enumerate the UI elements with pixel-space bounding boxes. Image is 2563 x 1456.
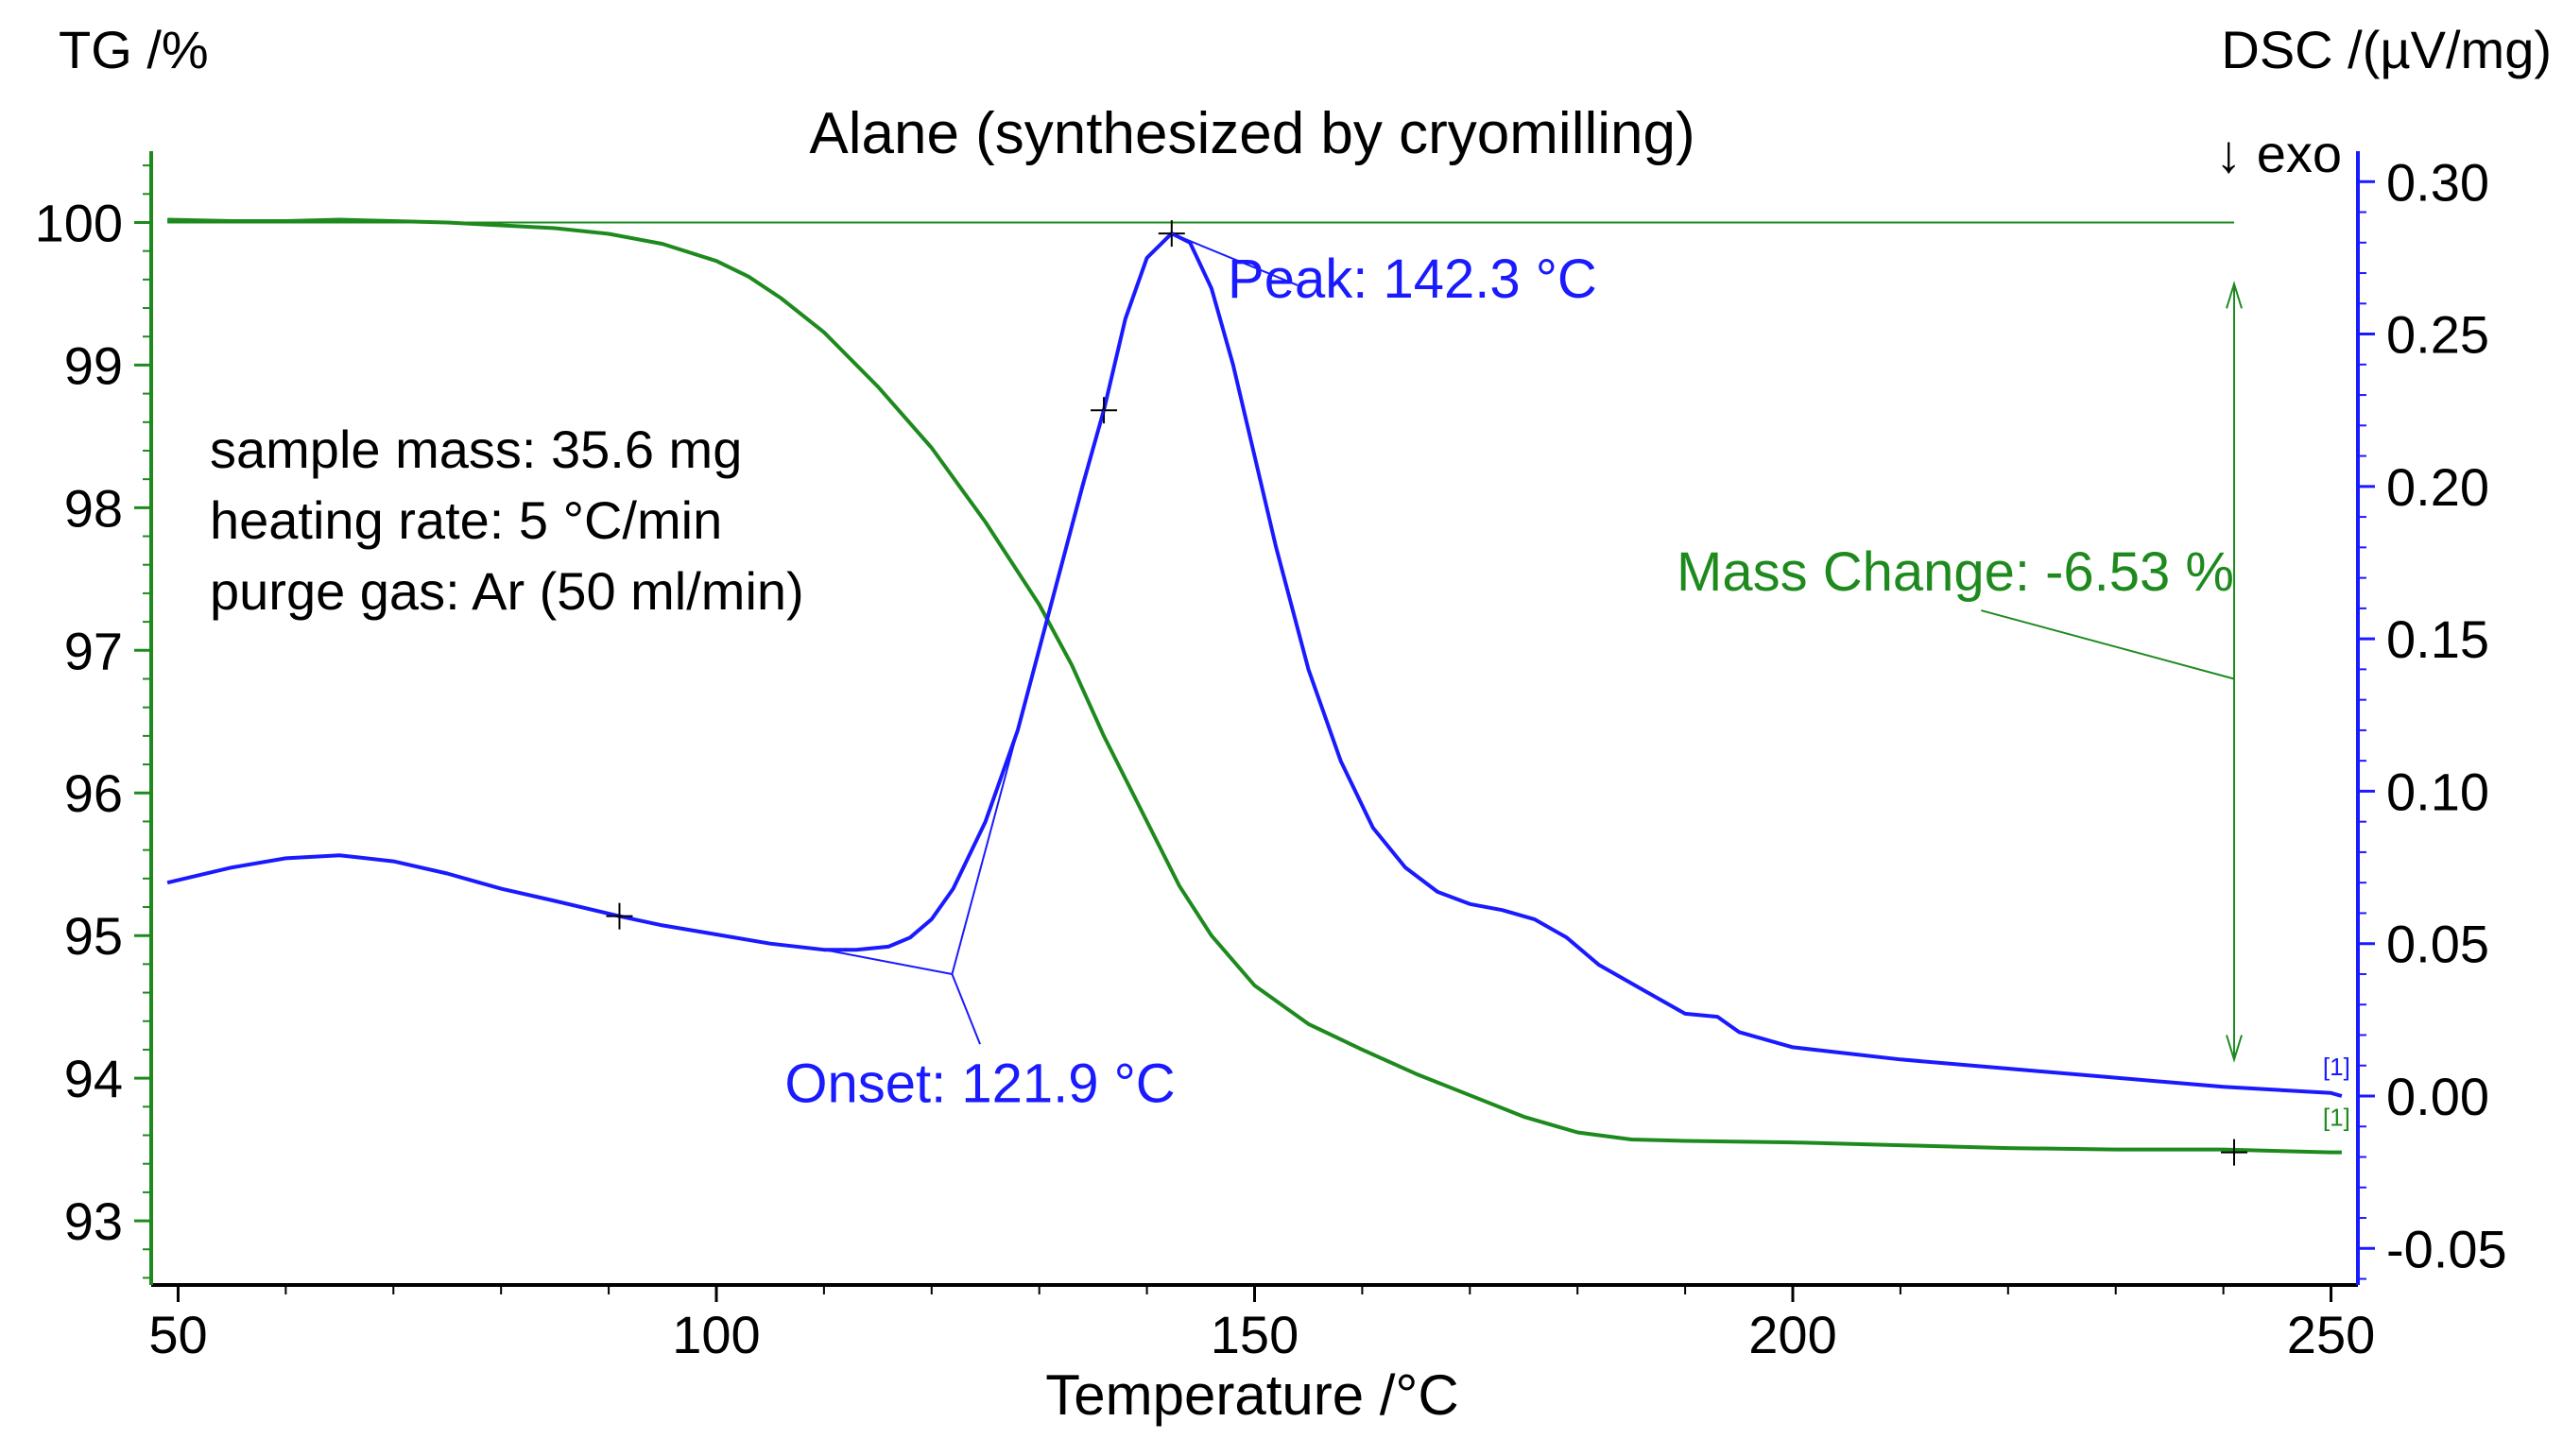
right-tick-label: 0.05 bbox=[2386, 915, 2489, 974]
onset-slope-tangent bbox=[951, 409, 1106, 975]
left-tick-label: 95 bbox=[64, 906, 123, 966]
onset-leader-line bbox=[951, 973, 981, 1045]
peak-label: Peak: 142.3 °C bbox=[1228, 248, 1597, 310]
axes: 50 100 150 200 250 93 94 95 96 97 98 99 100 -0.05 0.00… bbox=[35, 151, 2507, 1364]
left-tick-label: 98 bbox=[64, 478, 123, 538]
right-tick-label: -0.05 bbox=[2386, 1219, 2507, 1278]
x-tick-label: 50 bbox=[148, 1305, 207, 1364]
onset-label: Onset: 121.9 °C bbox=[784, 1053, 1175, 1114]
tg-curve-marker: [1] bbox=[2323, 1104, 2350, 1132]
left-tick-label: 97 bbox=[64, 621, 123, 680]
annotations: Peak: 142.3 °C Onset: 121.9 °C Mass Change… bbox=[167, 220, 2248, 1166]
dsc-curve-marker: [1] bbox=[2323, 1053, 2350, 1081]
left-tick-label: 93 bbox=[64, 1191, 123, 1251]
mass-change-arrowhead-up bbox=[2226, 280, 2243, 309]
right-tick-label: 0.25 bbox=[2386, 305, 2489, 365]
exo-label: ↓ exo bbox=[2215, 124, 2342, 183]
x-tick-label: 200 bbox=[1748, 1305, 1836, 1364]
right-tick-label: 0.00 bbox=[2386, 1067, 2489, 1126]
x-tick-label: 250 bbox=[2287, 1305, 2375, 1364]
right-tick-label: 0.10 bbox=[2386, 762, 2489, 821]
peak-leader-line bbox=[1171, 232, 1299, 286]
right-tick-label: 0.20 bbox=[2386, 457, 2489, 517]
sample-mass-text: sample mass: 35.6 mg bbox=[210, 420, 742, 479]
tg-curve bbox=[167, 217, 2342, 1155]
left-axis-label: TG /% bbox=[59, 20, 209, 79]
dsc-curve bbox=[166, 231, 2343, 1098]
chart-title: Alane (synthesized by cryomilling) bbox=[809, 101, 1694, 166]
left-tick-label: 94 bbox=[64, 1049, 123, 1108]
left-tick-label: 99 bbox=[64, 335, 123, 395]
right-axis-label: DSC /(µV/mg) bbox=[2221, 20, 2552, 79]
heating-rate-text: heating rate: 5 °C/min bbox=[210, 490, 722, 550]
left-tick-label: 100 bbox=[35, 193, 123, 252]
mass-change-label: Mass Change: -6.53 % bbox=[1677, 541, 2234, 603]
right-tick-label: 0.15 bbox=[2386, 609, 2489, 669]
left-tick-label: 96 bbox=[64, 763, 123, 823]
x-tick-label: 150 bbox=[1211, 1305, 1299, 1364]
right-tick-label: 0.30 bbox=[2386, 152, 2489, 212]
onset-baseline-tangent bbox=[823, 949, 953, 975]
series: [1] [1] bbox=[166, 217, 2350, 1155]
x-axis-label: Temperature /°C bbox=[1045, 1363, 1459, 1427]
x-tick-label: 100 bbox=[672, 1305, 760, 1364]
mass-change-leader-line bbox=[1981, 609, 2235, 680]
purge-gas-text: purge gas: Ar (50 ml/min) bbox=[210, 561, 804, 621]
mass-change-arrowhead-down bbox=[2226, 1035, 2243, 1063]
